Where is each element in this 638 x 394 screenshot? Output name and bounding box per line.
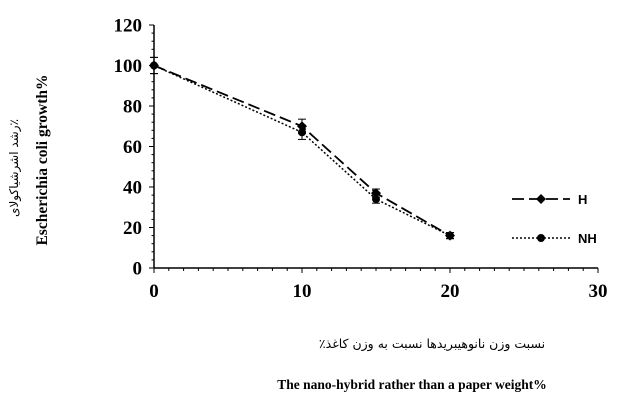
x-tick-label: 10 xyxy=(293,281,312,302)
y-tick-label: 20 xyxy=(123,218,142,239)
x-axis-label-persian: نسبت وزن نانوهیبریدها نسبت به وزن کاغذ٪ xyxy=(319,336,545,352)
y-tick-label: 100 xyxy=(114,56,143,77)
x-tick-label: 0 xyxy=(149,281,159,302)
y-tick-label: 120 xyxy=(114,16,143,37)
legend-item-H: H xyxy=(512,192,587,207)
legend-label: NH xyxy=(578,231,597,246)
x-tick-label: 20 xyxy=(441,281,460,302)
data-point xyxy=(446,231,454,240)
series-layer xyxy=(149,56,455,241)
tick-labels: 0 20 40 60 80 100 120 0 10 20 30 xyxy=(114,16,608,303)
data-point xyxy=(150,61,158,70)
data-point xyxy=(372,195,380,204)
y-axis-label-english: Escherichia coli growth% xyxy=(34,74,51,245)
series-line xyxy=(153,64,451,237)
series-line xyxy=(153,64,451,237)
x-axis-label-english: The nano-hybrid rather than a paper weig… xyxy=(277,377,547,392)
y-tick-label: 60 xyxy=(123,137,142,158)
y-tick-label: 80 xyxy=(123,97,142,118)
data-point xyxy=(298,128,306,137)
y-tick-label: 40 xyxy=(123,178,142,199)
legend-swatch-marker xyxy=(537,234,545,242)
series-H xyxy=(149,56,455,241)
x-tick-label: 30 xyxy=(589,281,608,302)
y-tick-label: 0 xyxy=(133,259,143,280)
series-NH xyxy=(150,56,454,240)
legend-item-NH: NH xyxy=(512,231,597,246)
legend: H NH xyxy=(512,192,597,246)
legend-label: H xyxy=(578,192,587,207)
y-axis-label-persian: رشد اشرشیاکولای٪ xyxy=(7,119,22,217)
legend-swatch-marker xyxy=(536,194,546,204)
axes xyxy=(149,24,599,273)
